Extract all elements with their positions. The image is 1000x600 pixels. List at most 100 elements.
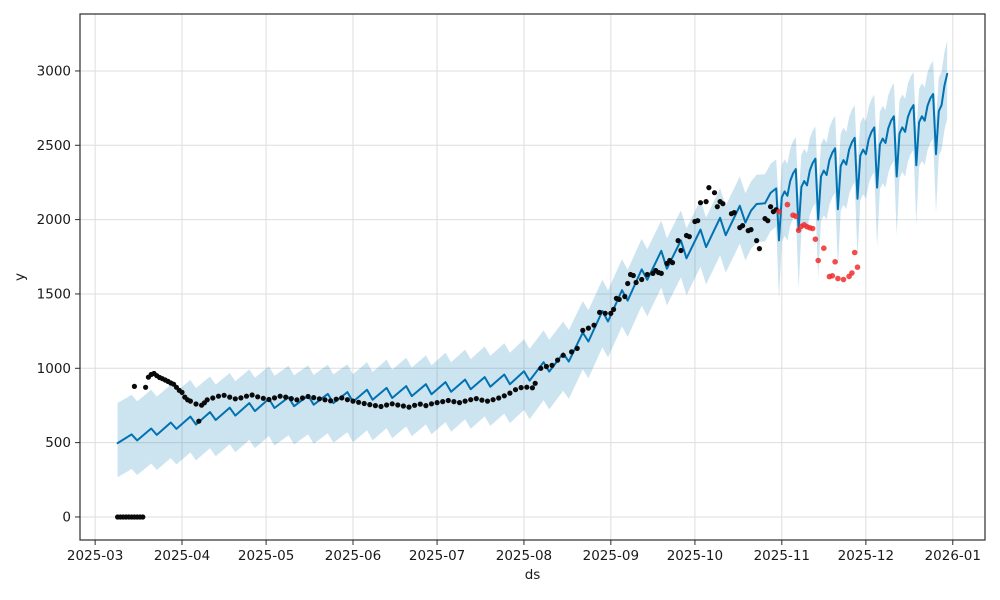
observed-point [512, 387, 519, 393]
observed-point [611, 306, 617, 312]
observed-point [249, 392, 255, 398]
recent-actual-point [829, 273, 836, 279]
observed-point [333, 396, 339, 402]
y-tick-label: 2000 [37, 212, 71, 228]
observed-point [305, 393, 311, 400]
observed-point [451, 399, 457, 405]
observed-point [440, 399, 446, 405]
recent-actual-points [776, 201, 861, 283]
observed-point [428, 401, 435, 407]
observed-point [756, 246, 763, 252]
observed-point [255, 394, 261, 400]
observed-point [740, 223, 746, 229]
observed-point [720, 201, 726, 207]
observed-point [714, 204, 720, 210]
observed-point [243, 393, 250, 399]
observed-point [417, 401, 423, 407]
observed-point [288, 396, 294, 402]
recent-actual-point [784, 201, 791, 208]
observed-point [339, 395, 345, 401]
observed-point [633, 279, 639, 286]
x-tick-label: 2025-03 [67, 548, 123, 564]
observed-point [602, 310, 608, 316]
observed-point [266, 396, 272, 403]
y-tick-label: 0 [62, 509, 71, 525]
observed-point [669, 260, 676, 266]
y-axis-label: y [12, 273, 28, 281]
observed-points [115, 185, 779, 520]
observed-point [378, 403, 384, 410]
observed-point [389, 401, 395, 407]
observed-point [344, 397, 350, 403]
observed-point [294, 397, 300, 403]
recent-actual-point [776, 208, 782, 215]
observed-point [423, 403, 429, 409]
observed-point [322, 397, 328, 403]
observed-point [524, 384, 530, 390]
x-tick-label: 2025-06 [325, 548, 381, 564]
observed-point [711, 190, 718, 196]
observed-point [434, 400, 440, 406]
observed-point [283, 394, 289, 400]
recent-actual-point [851, 249, 858, 256]
observed-point [538, 365, 544, 371]
observed-point [462, 398, 468, 404]
observed-point [238, 395, 244, 401]
observed-point [196, 418, 202, 424]
observed-point [140, 514, 146, 520]
y-tick-label: 3000 [37, 63, 71, 79]
observed-point [768, 204, 774, 210]
observed-point [658, 270, 664, 276]
observed-point [630, 272, 636, 279]
observed-point [384, 402, 390, 408]
observed-point [131, 383, 137, 389]
x-tick-label: 2025-11 [754, 548, 810, 564]
recent-actual-point [840, 276, 847, 283]
uncertainty-band [117, 40, 948, 478]
x-tick-label: 2025-05 [238, 548, 294, 564]
x-tick-label: 2025-08 [496, 548, 552, 564]
y-tick-label: 500 [45, 435, 71, 451]
observed-point [271, 395, 278, 401]
observed-point [748, 227, 754, 233]
observed-point [765, 218, 771, 224]
observed-point [356, 399, 362, 405]
observed-point [232, 396, 238, 402]
observed-point [193, 401, 199, 407]
observed-point [616, 296, 622, 302]
x-tick-label: 2025-07 [409, 548, 465, 564]
grid [80, 14, 985, 540]
observed-point [532, 380, 538, 386]
observed-point [468, 397, 474, 403]
observed-point [695, 218, 701, 224]
observed-point [395, 402, 401, 408]
observed-point [754, 238, 760, 244]
recent-actual-point [809, 225, 816, 232]
observed-point [215, 393, 222, 399]
observed-point [706, 185, 712, 191]
x-axis-label: ds [525, 567, 541, 583]
axis-ticks: 2025-03 2025-04 2025-05 2025-06 2025-07 2025-… [37, 63, 981, 564]
recent-actual-point [812, 236, 819, 242]
observed-point [221, 392, 227, 398]
observed-point [555, 357, 561, 363]
recent-actual-point [795, 227, 802, 234]
observed-point [316, 396, 322, 402]
observed-point [311, 395, 317, 401]
observed-point [703, 199, 709, 205]
x-tick-label: 2025-09 [583, 548, 639, 564]
recent-actual-point [835, 275, 841, 282]
observed-point [543, 363, 550, 370]
observed-point [210, 395, 216, 401]
observed-point [501, 393, 507, 399]
observed-point [400, 403, 406, 409]
observed-point [585, 325, 592, 331]
observed-point [204, 397, 210, 403]
observed-point [644, 271, 650, 278]
observed-point [328, 398, 334, 404]
x-tick-label: 2025-04 [154, 548, 210, 564]
observed-point [580, 327, 586, 333]
recent-actual-point [849, 270, 855, 276]
observed-point [569, 349, 575, 355]
